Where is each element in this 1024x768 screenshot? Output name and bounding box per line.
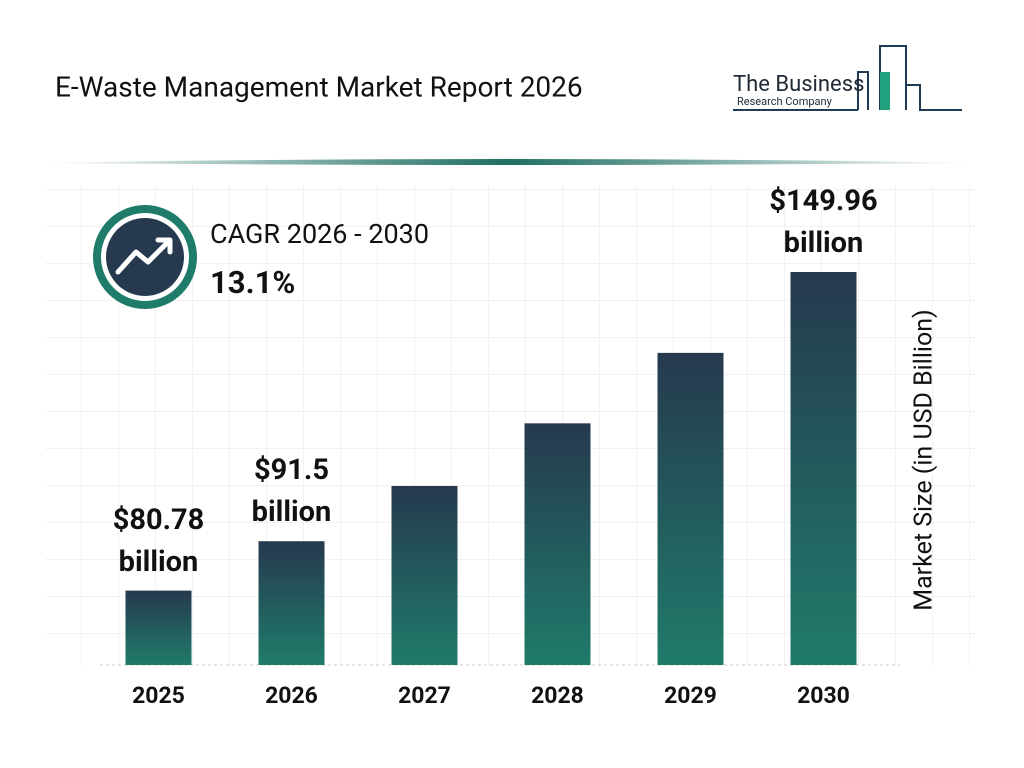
bar xyxy=(125,590,192,665)
bar xyxy=(657,352,724,665)
cagr-value: 13.1% xyxy=(210,264,295,301)
divider xyxy=(40,159,975,165)
y-axis-label: Market Size (in USD Billion) xyxy=(910,309,939,611)
bar xyxy=(258,541,325,665)
x-tick-label: 2027 xyxy=(398,682,451,709)
x-tick-label: 2030 xyxy=(797,682,850,709)
cagr-label: CAGR 2026 - 2030 xyxy=(210,218,429,250)
x-tick-label: 2026 xyxy=(265,682,318,709)
brand-sub: Research Company xyxy=(737,95,833,108)
x-tick-label: 2028 xyxy=(531,682,584,709)
value-label: $149.96 billion xyxy=(769,184,878,260)
cagr-icon xyxy=(93,205,197,309)
value-label: $91.5 billion xyxy=(251,453,332,530)
x-tick-label: 2025 xyxy=(132,682,185,709)
bar xyxy=(790,272,857,665)
chart-title: E-Waste Management Market Report 2026 xyxy=(55,70,583,103)
value-label: $80.78 billion xyxy=(112,502,205,579)
bar xyxy=(391,485,458,665)
bar xyxy=(524,423,591,665)
logo: The Business Research Company xyxy=(733,45,962,111)
x-tick-label: 2029 xyxy=(664,682,717,709)
brand-name: The Business xyxy=(733,72,864,97)
